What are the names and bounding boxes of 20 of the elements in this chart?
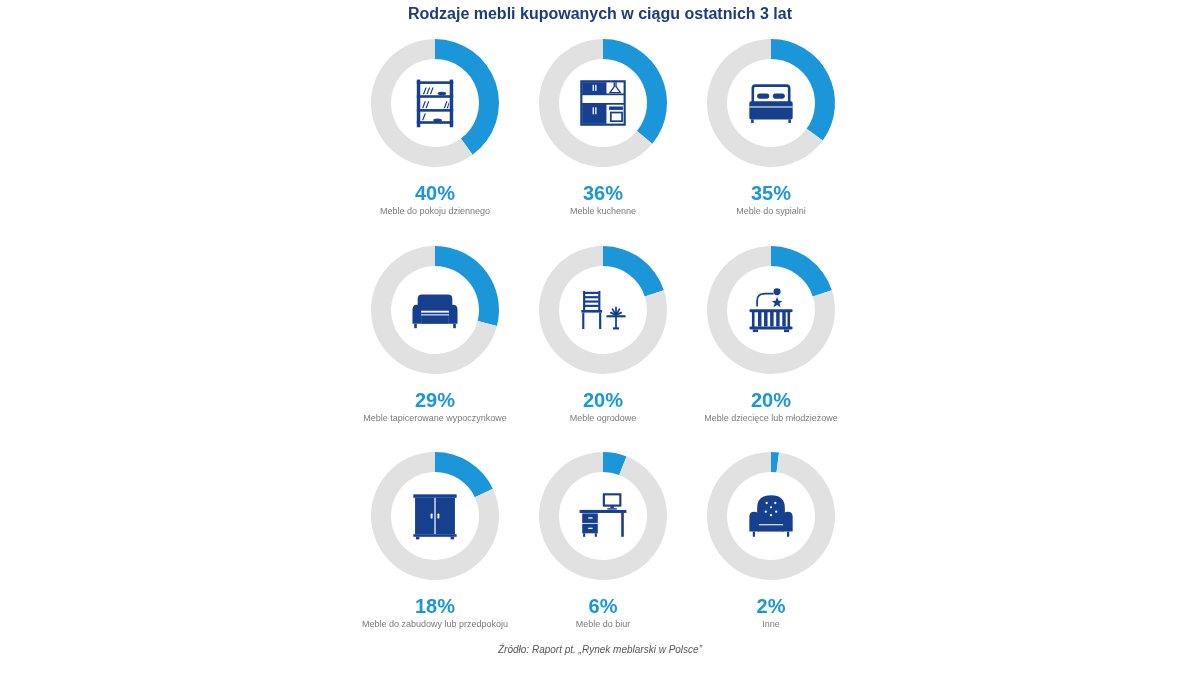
text: Meble do pokoju dziennego	[379, 206, 491, 216]
text: 18%	[414, 595, 456, 617]
text: Meble do zabudowy lub przedpokoju	[361, 619, 509, 629]
text: 36%	[582, 182, 624, 204]
text: Inne	[762, 619, 780, 629]
text: 40%	[414, 182, 456, 204]
text: Meble do biur	[575, 619, 631, 629]
text: Źródło: Raport pt. „Rynek meblarski w Polsce”	[497, 644, 704, 655]
text: 29%	[414, 388, 456, 411]
text: 6%	[588, 595, 618, 617]
text: Meble ogrodowe	[569, 412, 637, 423]
text: 20%	[582, 388, 624, 411]
text: 2%	[756, 595, 786, 617]
text: Meble tapicerowane wypoczynkowe	[363, 412, 507, 423]
text: 35%	[750, 182, 792, 204]
text: Meble kuchenne	[569, 206, 637, 216]
text: Meble do sypialni	[736, 206, 806, 216]
text: Meble dziecięce lub młodzieżowe	[704, 412, 838, 423]
text: Rodzaje mebli kupowanych w ciągu ostatnich 3 lat	[406, 5, 794, 23]
text: 20%	[750, 388, 792, 411]
